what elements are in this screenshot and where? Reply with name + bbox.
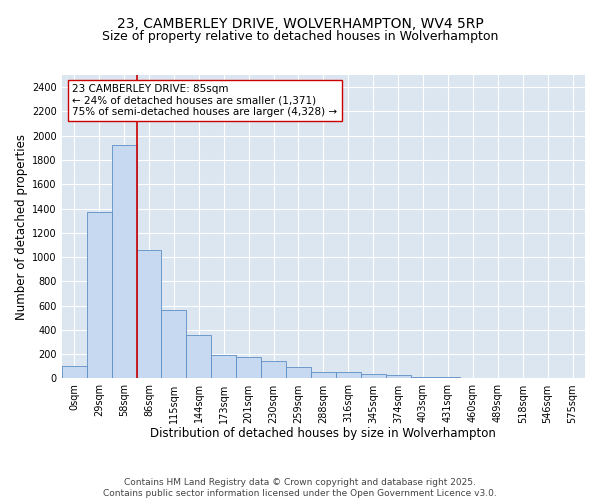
Bar: [211, 356, 236, 378]
Bar: [62, 366, 86, 378]
Bar: [86, 212, 112, 378]
Bar: [236, 357, 261, 378]
Bar: [112, 146, 137, 378]
Text: Contains HM Land Registry data © Crown copyright and database right 2025.
Contai: Contains HM Land Registry data © Crown c…: [103, 478, 497, 498]
Text: Size of property relative to detached houses in Wolverhampton: Size of property relative to detached ho…: [102, 30, 498, 43]
Bar: [137, 250, 161, 378]
Bar: [361, 374, 386, 378]
Bar: [161, 310, 187, 378]
Bar: [410, 376, 436, 378]
Bar: [336, 372, 361, 378]
Bar: [261, 361, 286, 378]
Bar: [286, 367, 311, 378]
Bar: [386, 376, 410, 378]
Text: 23 CAMBERLEY DRIVE: 85sqm
← 24% of detached houses are smaller (1,371)
75% of se: 23 CAMBERLEY DRIVE: 85sqm ← 24% of detac…: [72, 84, 337, 117]
Y-axis label: Number of detached properties: Number of detached properties: [15, 134, 28, 320]
X-axis label: Distribution of detached houses by size in Wolverhampton: Distribution of detached houses by size …: [151, 427, 496, 440]
Bar: [187, 335, 211, 378]
Bar: [311, 372, 336, 378]
Text: 23, CAMBERLEY DRIVE, WOLVERHAMPTON, WV4 5RP: 23, CAMBERLEY DRIVE, WOLVERHAMPTON, WV4 …: [116, 18, 484, 32]
